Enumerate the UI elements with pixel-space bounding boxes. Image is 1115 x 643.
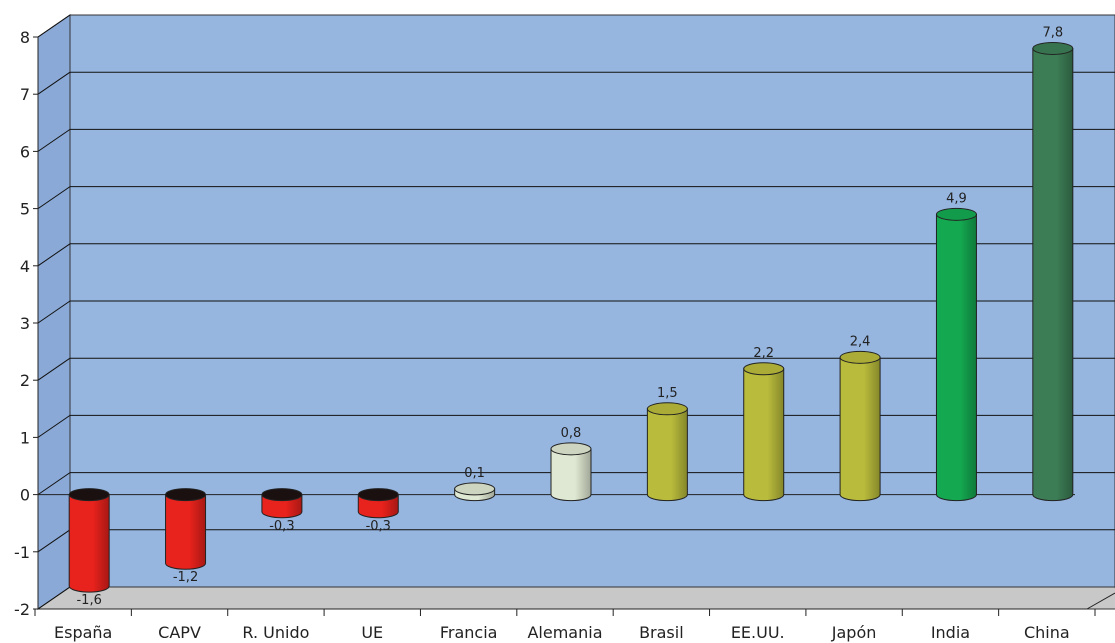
gridline-diagonal	[37, 14, 71, 38]
value-label: 1,5	[657, 386, 678, 401]
gridline-diagonal	[37, 186, 71, 210]
bar-UE	[357, 488, 399, 519]
category-label: Francia	[440, 623, 498, 642]
y-tick-label: -1	[14, 543, 30, 562]
bar-Francia	[454, 482, 496, 502]
value-label: -0,3	[269, 519, 294, 534]
bar-body	[839, 356, 881, 502]
gridline-diagonal	[37, 529, 71, 553]
bar-Brasil	[646, 402, 688, 502]
value-labels: -1,6 -1,2 -0,3 -0,3 0,1 0,8 1,5 2,2 2,4 4,9 7,8	[76, 25, 1063, 608]
bar-body	[165, 494, 207, 570]
bar-body	[743, 368, 785, 502]
value-label: 2,2	[753, 346, 774, 361]
bar-body	[357, 494, 399, 519]
y-tick-label: 2	[20, 371, 30, 390]
bar-cap	[550, 442, 592, 456]
bar-body	[646, 408, 688, 502]
gridline-diagonal	[37, 300, 71, 324]
gridline-diagonal	[37, 128, 71, 152]
category-label: Japón	[831, 623, 877, 642]
bar-cap	[839, 350, 881, 364]
category-label: UE	[361, 623, 383, 642]
gridline-diagonal	[37, 414, 71, 438]
bar-CAPV	[165, 488, 207, 570]
category-label: Brasil	[639, 623, 684, 642]
y-tick-label: 3	[20, 314, 30, 333]
y-tick-label: 6	[20, 142, 30, 161]
y-tick-label: 7	[20, 85, 30, 104]
category-label: China	[1024, 623, 1070, 642]
gridline-diagonal	[37, 357, 71, 381]
category-label: Alemania	[527, 623, 602, 642]
bar-EE.UU.	[743, 362, 785, 502]
value-label: 0,8	[561, 426, 582, 441]
value-label: -1,2	[173, 570, 198, 585]
bar-R. Unido	[261, 488, 303, 519]
value-label: 0,1	[464, 466, 485, 481]
bar-body	[261, 494, 303, 519]
bar-body	[550, 448, 592, 502]
value-label: -0,3	[366, 519, 391, 534]
bar-China	[1032, 41, 1074, 502]
category-label: CAPV	[158, 623, 201, 642]
category-label: India	[931, 623, 970, 642]
bar-cap	[357, 488, 399, 502]
y-tick-label: 4	[20, 257, 30, 276]
bar-body	[1032, 47, 1074, 502]
bar-cap	[646, 402, 688, 416]
bar-India	[935, 207, 977, 502]
bar-cap	[743, 362, 785, 376]
bar-body	[935, 213, 977, 502]
value-label: 7,8	[1042, 25, 1063, 40]
floor	[36, 586, 1115, 610]
x-axis: España CAPV R. Unido UE Francia Alemania Brasi…	[34, 592, 1115, 642]
bars	[68, 41, 1074, 593]
value-label: 2,4	[850, 334, 871, 349]
category-label: España	[54, 623, 112, 642]
category-label: R. Unido	[242, 623, 309, 642]
bar-cap	[165, 488, 207, 502]
bar-cap	[68, 488, 110, 502]
y-tick-label: 0	[20, 486, 30, 505]
gridline-diagonal	[37, 472, 71, 496]
bar-cap	[261, 488, 303, 502]
bar-cap	[454, 482, 496, 496]
category-label: EE.UU.	[731, 623, 785, 642]
value-label: -1,6	[76, 593, 101, 608]
gridline-diagonal	[37, 243, 71, 267]
y-tick-label: 5	[20, 200, 30, 219]
gridline-diagonal	[37, 71, 71, 95]
y-tick-label: -2	[14, 600, 30, 619]
bar-cap	[1032, 41, 1074, 55]
y-tick-label: 1	[20, 428, 30, 447]
bar-body	[68, 494, 110, 593]
bar-Japón	[839, 350, 881, 502]
value-label: 4,9	[946, 191, 967, 206]
gridline-diagonal	[37, 586, 71, 610]
bar-España	[68, 488, 110, 593]
y-tick-label: 8	[20, 28, 30, 47]
bar-Alemania	[550, 442, 592, 502]
bar-cap	[935, 207, 977, 221]
x-axis-corner	[1086, 592, 1115, 610]
